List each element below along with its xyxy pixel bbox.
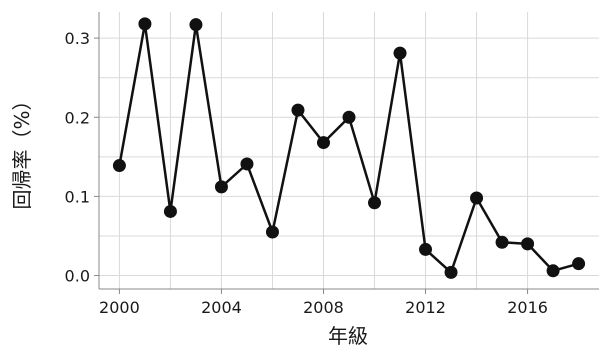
axes	[94, 12, 599, 294]
data-point	[521, 237, 535, 251]
data-point	[214, 180, 228, 194]
data-point	[572, 257, 586, 271]
data-point	[316, 136, 330, 150]
data-point	[444, 265, 458, 279]
data-point	[393, 46, 407, 60]
data-series	[112, 17, 586, 279]
data-point	[189, 18, 203, 32]
minor-gridlines	[99, 12, 599, 289]
data-point	[240, 157, 254, 171]
x-tick-label: 2012	[405, 298, 446, 317]
data-point	[470, 191, 484, 205]
x-axis-title: 年級	[328, 324, 368, 348]
data-point	[368, 196, 382, 210]
y-axis-title: 回帰率（%）	[10, 90, 34, 209]
data-point	[495, 235, 509, 249]
data-point	[342, 110, 356, 124]
data-point	[163, 204, 177, 218]
data-point	[265, 225, 279, 239]
y-tick-label: 0.1	[65, 187, 90, 206]
x-tick-label: 2000	[99, 298, 140, 317]
y-tick-label: 0.0	[65, 267, 90, 286]
y-tick-label: 0.3	[65, 29, 90, 48]
data-point	[112, 159, 126, 173]
major-gridlines	[99, 12, 599, 289]
x-tick-label: 2016	[507, 298, 548, 317]
data-point	[419, 242, 433, 256]
data-point	[546, 264, 560, 278]
x-tick-label: 2008	[303, 298, 344, 317]
x-tick-label: 2004	[201, 298, 242, 317]
data-point	[138, 17, 152, 31]
tick-labels: 2000 2004 2008 2012 2016 0.0 0.1 0.2 0.3	[65, 29, 548, 317]
y-tick-label: 0.2	[65, 108, 90, 127]
series-line	[118, 22, 579, 274]
data-point	[291, 103, 305, 117]
